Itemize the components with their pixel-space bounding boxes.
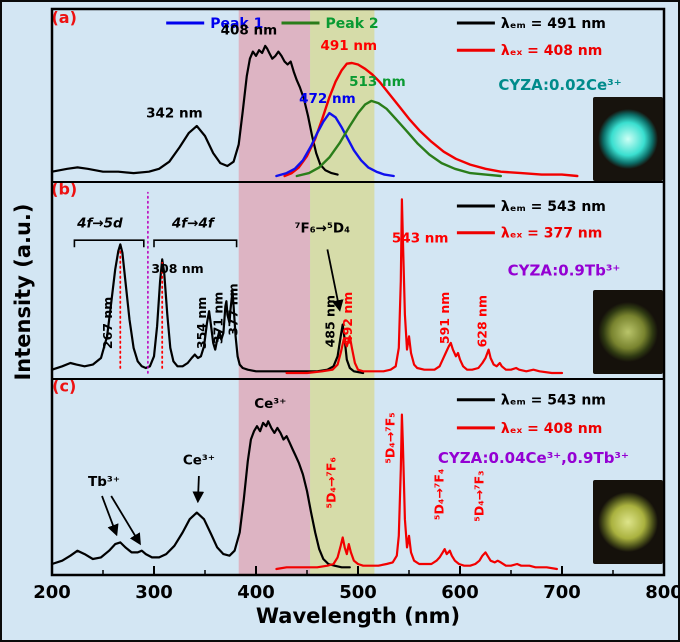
- annotation-text: 543 nm: [392, 231, 449, 247]
- x-tick-label: 700: [543, 582, 581, 603]
- series-c-emission-ex408: [275, 413, 558, 571]
- annotation-text: ⁵D₄→⁷F₅: [383, 412, 398, 463]
- sample-photo-a: [593, 97, 663, 181]
- annotation-text: (a): [51, 8, 76, 27]
- annotation-text: ⁷F₆→⁵D₄: [295, 221, 350, 237]
- bracket: [73, 239, 145, 248]
- annotation-arrow: [326, 249, 344, 312]
- x-tick-label: 200: [33, 582, 71, 603]
- series-a-excitation-em491: [50, 44, 339, 176]
- panel-c: (c) Tb³⁺ Ce³⁺ Ce³⁺ ⁵D₄→⁷F₆ ⁵D₄→⁷F₅ ⁵D₄→⁷F₄ ⁵D₄→…: [50, 376, 629, 571]
- panel-b: (b) 4f→5d 4f→4f 267 nm 308 nm 354 nm 371 nm 377…: [50, 179, 621, 375]
- annotation-text: 4f→4f: [171, 216, 216, 232]
- annotation-text: CYZA:0.02Ce³⁺: [498, 76, 621, 94]
- annotation-text: ⁵D₄→⁷F₄: [432, 469, 447, 520]
- annotation-arrow: [192, 475, 205, 504]
- annotation-text: Ce³⁺: [183, 452, 215, 468]
- legend-label: λₑₓ = 408 nm: [501, 421, 602, 437]
- annotation-text: CYZA:0.9Tb³⁺: [508, 261, 621, 279]
- legend-label: λₑₘ = 491 nm: [501, 16, 606, 32]
- annotation-text: (c): [52, 376, 76, 395]
- annotation-text: 408 nm: [221, 22, 278, 38]
- pink-band: [238, 9, 311, 575]
- x-tick-label: 400: [237, 582, 275, 603]
- x-tick-label: 500: [339, 582, 377, 603]
- x-tick-label: 600: [441, 582, 479, 603]
- x-tick-label: 800: [645, 582, 680, 603]
- annotation-text: Ce³⁺: [254, 396, 286, 412]
- annotation-text: 485 nm: [323, 295, 338, 347]
- annotation-text: 4f→5d: [76, 216, 123, 232]
- legend-label: λₑₘ = 543 nm: [501, 393, 606, 409]
- annotation-text: 342 nm: [146, 105, 203, 121]
- annotation-text: 308 nm: [151, 261, 203, 276]
- legend-label: Peak 1: [210, 16, 263, 32]
- series-c-excitation-em543: [50, 420, 351, 569]
- annotation-text: Tb³⁺: [88, 474, 120, 490]
- legend-label: λₑₓ = 408 nm: [501, 43, 602, 59]
- series-a-peak2-fit: [295, 99, 502, 178]
- annotation-text: 628 nm: [475, 295, 490, 347]
- legend-label: λₑₓ = 377 nm: [501, 226, 602, 242]
- sample-photo-c: [593, 480, 663, 564]
- annotation-text: ⁵D₄→⁷F₆: [324, 457, 339, 508]
- series-a-peak1-fit: [275, 111, 395, 178]
- x-tick-label: 300: [135, 582, 173, 603]
- annotation-text: 267 nm: [100, 297, 115, 349]
- yellow-band: [310, 9, 375, 575]
- annotation-text: 492 nm: [340, 292, 355, 344]
- annotation-text: 371 nm: [210, 292, 225, 344]
- annotation-arrow: [110, 495, 141, 546]
- series-b-excitation-em543: [50, 243, 365, 375]
- panel-a: (a) Peak 1 Peak 2 λₑₘ = 491 nm λₑₓ = 408 nm 4…: [50, 8, 622, 178]
- annotation-text: 513 nm: [349, 74, 406, 90]
- annotation-text: (b): [51, 179, 77, 198]
- annotation-text: 591 nm: [437, 292, 452, 344]
- sample-photo-b: [593, 290, 663, 374]
- annotation-arrow: [101, 495, 119, 537]
- series-b-emission-ex377: [285, 198, 564, 375]
- annotation-text: 491 nm: [321, 38, 378, 54]
- annotation-text: 354 nm: [194, 297, 209, 349]
- annotation-text: CYZA:0.04Ce³⁺,0.9Tb³⁺: [438, 449, 629, 467]
- legend-label: λₑₘ = 543 nm: [501, 199, 606, 215]
- legend-label: Peak 2: [326, 16, 379, 32]
- annotation-text: 377 nm: [226, 283, 241, 335]
- annotation-text: 472 nm: [299, 91, 356, 107]
- x-axis-label: Wavelength (nm): [255, 604, 461, 628]
- y-axis-label: Intensity (a.u.): [11, 203, 35, 381]
- annotation-text: ⁵D₄→⁷F₃: [472, 470, 487, 521]
- bracket: [153, 239, 238, 248]
